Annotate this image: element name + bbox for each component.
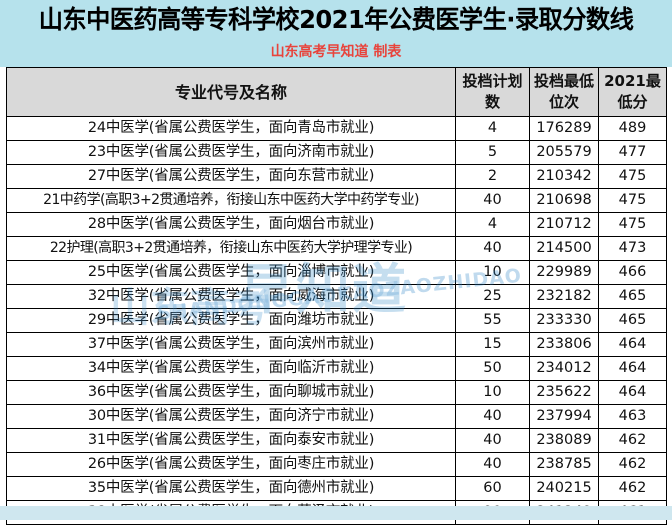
- cell-min-score: 464: [598, 380, 667, 405]
- cell-major-name: 36中医学(省属公费医学生，面向聊城市就业): [6, 380, 456, 405]
- cell-min-score: 465: [598, 284, 667, 309]
- cell-min-score: 462: [598, 428, 667, 453]
- cell-major-name: 35中医学(省属公费医学生，面向德州市就业): [6, 476, 456, 501]
- cell-min-rank: 176289: [529, 116, 599, 141]
- cell-min-rank: 237994: [529, 404, 599, 429]
- cell-plan-count: 15: [455, 332, 530, 357]
- column-header-score: 2021最低分: [598, 67, 667, 117]
- cell-major-name: 29中医学(省属公费医学生，面向潍坊市就业): [6, 308, 456, 333]
- cell-major-name: 32中医学(省属公费医学生，面向威海市就业): [6, 284, 456, 309]
- page-title: 山东中医药高等专科学校2021年公费医学生·录取分数线: [38, 5, 634, 34]
- table-header-row: 专业代号及名称 投档计划数 投档最低位次 2021最低分: [6, 67, 667, 117]
- table-row: 24中医学(省属公费医学生，面向青岛市就业) 4 176289 489: [6, 116, 667, 141]
- cell-plan-count: 40: [455, 452, 530, 477]
- cell-min-rank: 229989: [529, 260, 599, 285]
- cell-min-score: 475: [598, 164, 667, 189]
- table-row: 23中医学(省属公费医学生，面向济南市就业) 5 205579 477: [6, 140, 667, 165]
- table-row: 22护理(高职3+2贯通培养，衔接山东中医药大学护理学专业) 40 214500 47…: [6, 236, 667, 261]
- cell-min-score: 477: [598, 140, 667, 165]
- column-header-major: 专业代号及名称: [6, 67, 456, 117]
- table-row: 35中医学(省属公费医学生，面向德州市就业) 60 240215 462: [6, 476, 667, 501]
- cell-plan-count: 25: [455, 284, 530, 309]
- cell-plan-count: 40: [455, 188, 530, 213]
- table-row: 37中医学(省属公费医学生，面向滨州市就业) 15 233806 464: [6, 332, 667, 357]
- table-row: 34中医学(省属公费医学生，面向临沂市就业) 50 234012 464: [6, 356, 667, 381]
- cell-min-score: 473: [598, 236, 667, 261]
- column-header-plan: 投档计划数: [455, 67, 530, 117]
- cell-major-name: 21中药学(高职3+2贯通培养，衔接山东中医药大学中药学专业): [6, 188, 456, 213]
- table-row: 29中医学(省属公费医学生，面向潍坊市就业) 55 233330 465: [6, 308, 667, 333]
- table-body: 24中医学(省属公费医学生，面向青岛市就业) 4 176289 489 23中医学(省属…: [6, 116, 667, 525]
- cell-major-name: 31中医学(省属公费医学生，面向泰安市就业): [6, 428, 456, 453]
- cell-plan-count: 50: [455, 356, 530, 381]
- header-banner: 山东中医药高等专科学校2021年公费医学生·录取分数线 山东高考早知道 制表: [0, 0, 672, 67]
- cell-plan-count: 4: [455, 212, 530, 237]
- cell-min-rank: 210712: [529, 212, 599, 237]
- cell-min-rank: 233806: [529, 332, 599, 357]
- page-subtitle: 山东高考早知道 制表: [270, 44, 402, 60]
- table-row: 32中医学(省属公费医学生，面向威海市就业) 25 232182 465: [6, 284, 667, 309]
- cell-min-rank: 238089: [529, 428, 599, 453]
- cell-plan-count: 10: [455, 380, 530, 405]
- cell-plan-count: 55: [455, 308, 530, 333]
- cell-min-score: 464: [598, 332, 667, 357]
- table-row: 26中医学(省属公费医学生，面向枣庄市就业) 40 238785 462: [6, 452, 667, 477]
- cell-major-name: 22护理(高职3+2贯通培养，衔接山东中医药大学护理学专业): [6, 236, 456, 261]
- cell-major-name: 34中医学(省属公费医学生，面向临沂市就业): [6, 356, 456, 381]
- cell-plan-count: 10: [455, 260, 530, 285]
- table-header: 专业代号及名称 投档计划数 投档最低位次 2021最低分: [6, 67, 667, 117]
- cell-plan-count: 40: [455, 428, 530, 453]
- cell-plan-count: 60: [455, 476, 530, 501]
- cell-major-name: 24中医学(省属公费医学生，面向青岛市就业): [6, 116, 456, 141]
- cell-major-name: 26中医学(省属公费医学生，面向枣庄市就业): [6, 452, 456, 477]
- cell-major-name: 23中医学(省属公费医学生，面向济南市就业): [6, 140, 456, 165]
- table-container: 专业代号及名称 投档计划数 投档最低位次 2021最低分 24中医学(省属公费医…: [6, 67, 667, 525]
- cell-min-score: 475: [598, 212, 667, 237]
- cell-min-score: 489: [598, 116, 667, 141]
- cell-min-rank: 238785: [529, 452, 599, 477]
- cell-min-score: 462: [598, 476, 667, 501]
- column-header-rank: 投档最低位次: [529, 67, 599, 117]
- cell-major-name: 25中医学(省属公费医学生，面向淄博市就业): [6, 260, 456, 285]
- cell-min-rank: 235622: [529, 380, 599, 405]
- cell-min-rank: 234012: [529, 356, 599, 381]
- cell-major-name: 30中医学(省属公费医学生，面向济宁市就业): [6, 404, 456, 429]
- table-row: 21中药学(高职3+2贯通培养，衔接山东中医药大学中药学专业) 40 210698 4…: [6, 188, 667, 213]
- table-row: 27中医学(省属公费医学生，面向东营市就业) 2 210342 475: [6, 164, 667, 189]
- bottom-strip: [0, 506, 672, 520]
- cell-min-score: 462: [598, 452, 667, 477]
- cell-min-score: 475: [598, 188, 667, 213]
- admission-score-table: 专业代号及名称 投档计划数 投档最低位次 2021最低分 24中医学(省属公费医…: [6, 67, 667, 525]
- cell-plan-count: 2: [455, 164, 530, 189]
- cell-min-rank: 214500: [529, 236, 599, 261]
- cell-plan-count: 40: [455, 236, 530, 261]
- table-row: 30中医学(省属公费医学生，面向济宁市就业) 40 237994 463: [6, 404, 667, 429]
- cell-plan-count: 4: [455, 116, 530, 141]
- cell-major-name: 37中医学(省属公费医学生，面向滨州市就业): [6, 332, 456, 357]
- cell-min-score: 464: [598, 356, 667, 381]
- cell-min-score: 465: [598, 308, 667, 333]
- cell-min-score: 463: [598, 404, 667, 429]
- cell-min-rank: 210698: [529, 188, 599, 213]
- cell-major-name: 28中医学(省属公费医学生，面向烟台市就业): [6, 212, 456, 237]
- cell-min-rank: 210342: [529, 164, 599, 189]
- cell-plan-count: 40: [455, 404, 530, 429]
- cell-min-rank: 240215: [529, 476, 599, 501]
- cell-min-rank: 233330: [529, 308, 599, 333]
- table-row: 36中医学(省属公费医学生，面向聊城市就业) 10 235622 464: [6, 380, 667, 405]
- cell-min-rank: 232182: [529, 284, 599, 309]
- table-row: 25中医学(省属公费医学生，面向淄博市就业) 10 229989 466: [6, 260, 667, 285]
- table-row: 28中医学(省属公费医学生，面向烟台市就业) 4 210712 475: [6, 212, 667, 237]
- cell-min-score: 466: [598, 260, 667, 285]
- cell-plan-count: 5: [455, 140, 530, 165]
- cell-min-rank: 205579: [529, 140, 599, 165]
- table-row: 31中医学(省属公费医学生，面向泰安市就业) 40 238089 462: [6, 428, 667, 453]
- cell-major-name: 27中医学(省属公费医学生，面向东营市就业): [6, 164, 456, 189]
